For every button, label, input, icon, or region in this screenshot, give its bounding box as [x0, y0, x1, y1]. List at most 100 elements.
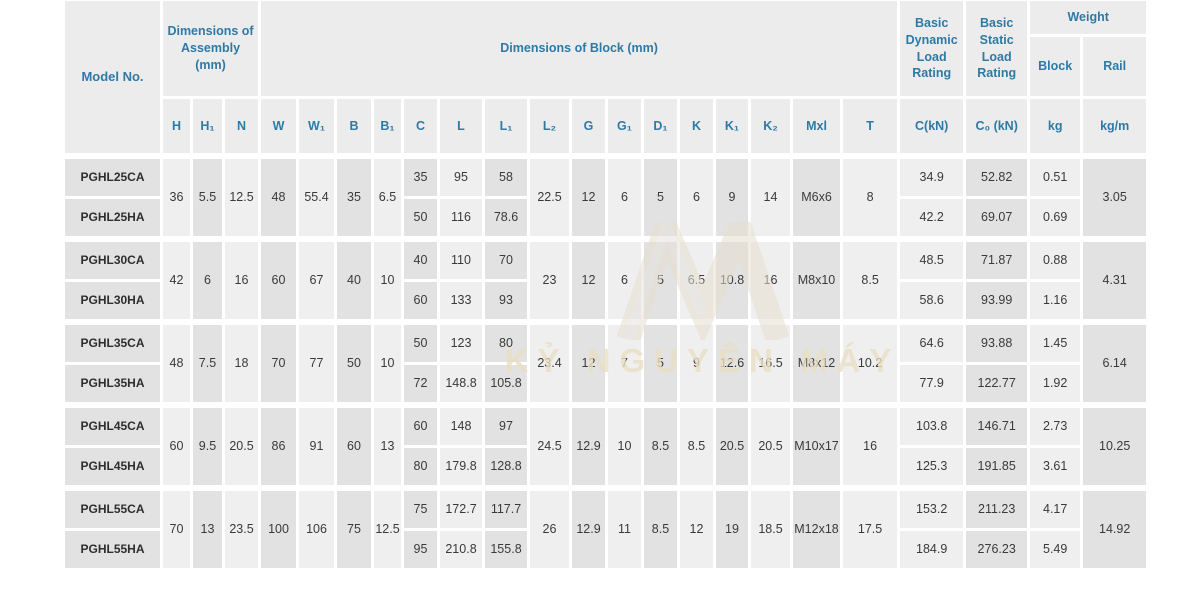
- cell-C0kN: 69.07: [963, 195, 1031, 240]
- cell-K1: 12.6: [713, 318, 751, 406]
- cell-H: 70: [160, 484, 193, 571]
- cell-L2: 24.5: [527, 401, 572, 489]
- cell-G1: 7: [605, 318, 644, 406]
- cell-D1: 8.5: [641, 401, 680, 489]
- cell-G1: 10: [605, 401, 644, 489]
- cell-G: 12.9: [569, 484, 608, 571]
- cell-C0kN: 211.23: [963, 484, 1031, 531]
- cell-K1: 9: [713, 152, 751, 240]
- header-col-K1: K₁: [713, 96, 751, 157]
- cell-C0kN: 122.77: [963, 361, 1031, 406]
- cell-G: 12: [569, 152, 608, 240]
- cell-CkN: 42.2: [897, 195, 967, 240]
- header-col-L1: L₁: [482, 96, 530, 157]
- cell-K: 6: [677, 152, 716, 240]
- cell-H1: 6: [190, 235, 225, 323]
- cell-H: 36: [160, 152, 193, 240]
- cell-K2: 18.5: [748, 484, 793, 571]
- cell-L: 148: [437, 401, 485, 448]
- header-static-load-rating: Basic Static Load Rating: [963, 0, 1031, 99]
- cell-K1: 20.5: [713, 401, 751, 489]
- cell-C: 95: [401, 527, 440, 571]
- cell-L1: 93: [482, 278, 530, 323]
- cell-N: 16: [222, 235, 261, 323]
- cell-W1: 91: [296, 401, 337, 489]
- cell-Mxl: M8x10: [790, 235, 843, 323]
- cell-L: 148.8: [437, 361, 485, 406]
- cell-CkN: 34.9: [897, 152, 967, 199]
- cell-kgm: 6.14: [1080, 318, 1150, 406]
- cell-Mxl: M10x17: [790, 401, 843, 489]
- cell-G: 12: [569, 318, 608, 406]
- cell-B1: 12.5: [371, 484, 404, 571]
- cell-B1: 6.5: [371, 152, 404, 240]
- cell-Mxl: M8x12: [790, 318, 843, 406]
- cell-W: 60: [258, 235, 299, 323]
- cell-W: 100: [258, 484, 299, 571]
- header-col-H: H: [160, 96, 193, 157]
- cell-H1: 7.5: [190, 318, 225, 406]
- header-col-L: L: [437, 96, 485, 157]
- spec-table: Model No. Dimensions of Assembly (mm) Dime…: [62, 0, 1150, 571]
- cell-B1: 10: [371, 318, 404, 406]
- cell-G: 12.9: [569, 401, 608, 489]
- model-cell: PGHL35CA: [62, 318, 163, 365]
- header-col-CkN: C(kN): [897, 96, 967, 157]
- cell-CkN: 64.6: [897, 318, 967, 365]
- cell-L: 172.7: [437, 484, 485, 531]
- cell-L: 110: [437, 235, 485, 282]
- cell-kg: 5.49: [1027, 527, 1084, 571]
- header-group-weight: Weight: [1027, 0, 1150, 37]
- header-weight-block: Block: [1027, 34, 1084, 99]
- cell-H1: 13: [190, 484, 225, 571]
- cell-T: 17.5: [839, 484, 901, 571]
- table-row: PGHL25CA 36 5.5 12.5 48 55.4 35 6.5 35 95 58 22.5 12…: [62, 152, 1150, 240]
- cell-C: 50: [401, 195, 440, 240]
- cell-K2: 16.5: [748, 318, 793, 406]
- cell-B1: 10: [371, 235, 404, 323]
- header-col-B: B: [334, 96, 374, 157]
- cell-C: 60: [401, 401, 440, 448]
- cell-kgm: 3.05: [1080, 152, 1150, 240]
- table-row: PGHL45CA 60 9.5 20.5 86 91 60 13 60 148 97 24.5 12.9…: [62, 401, 1150, 489]
- table-row: PGHL35CA 48 7.5 18 70 77 50 10 50 123 80 23.4 12 7 5 9 1…: [62, 318, 1150, 406]
- cell-W1: 55.4: [296, 152, 337, 240]
- model-cell: PGHL45CA: [62, 401, 163, 448]
- header-col-T: T: [839, 96, 901, 157]
- cell-Mxl: M12x18: [790, 484, 843, 571]
- cell-C0kN: 146.71: [963, 401, 1031, 448]
- model-cell: PGHL35HA: [62, 361, 163, 406]
- header-col-W1: W₁: [296, 96, 337, 157]
- cell-K: 12: [677, 484, 716, 571]
- cell-C: 50: [401, 318, 440, 365]
- cell-K2: 20.5: [748, 401, 793, 489]
- model-cell: PGHL55CA: [62, 484, 163, 531]
- header-col-K2: K₂: [748, 96, 793, 157]
- cell-T: 16: [839, 401, 901, 489]
- cell-kgm: 4.31: [1080, 235, 1150, 323]
- header-col-K: K: [677, 96, 716, 157]
- header-col-N: N: [222, 96, 261, 157]
- cell-T: 10.2: [839, 318, 901, 406]
- model-cell: PGHL30HA: [62, 278, 163, 323]
- cell-CkN: 103.8: [897, 401, 967, 448]
- header-dynamic-load-rating: Basic Dynamic Load Rating: [897, 0, 967, 99]
- cell-K1: 19: [713, 484, 751, 571]
- cell-kg: 0.88: [1027, 235, 1084, 282]
- cell-L2: 23.4: [527, 318, 572, 406]
- cell-C0kN: 191.85: [963, 444, 1031, 489]
- cell-L: 133: [437, 278, 485, 323]
- cell-B: 60: [334, 401, 374, 489]
- cell-N: 23.5: [222, 484, 261, 571]
- cell-D1: 5: [641, 318, 680, 406]
- header-col-W: W: [258, 96, 299, 157]
- cell-K: 8.5: [677, 401, 716, 489]
- cell-W: 70: [258, 318, 299, 406]
- header-col-H1: H₁: [190, 96, 225, 157]
- model-cell: PGHL30CA: [62, 235, 163, 282]
- cell-C0kN: 52.82: [963, 152, 1031, 199]
- model-cell: PGHL25CA: [62, 152, 163, 199]
- cell-C: 72: [401, 361, 440, 406]
- cell-L1: 105.8: [482, 361, 530, 406]
- cell-T: 8: [839, 152, 901, 240]
